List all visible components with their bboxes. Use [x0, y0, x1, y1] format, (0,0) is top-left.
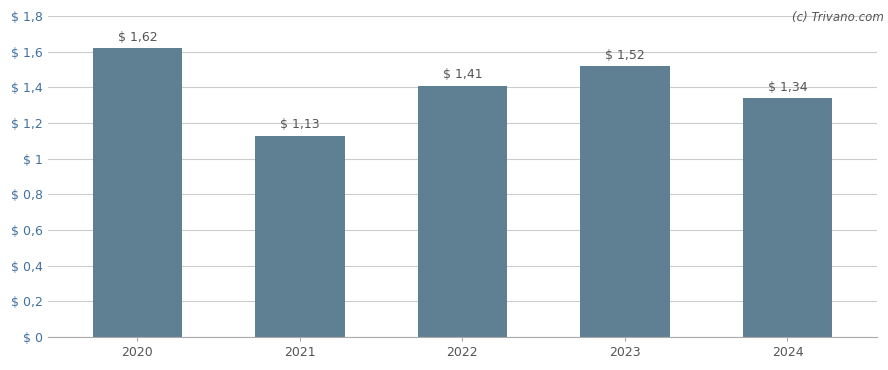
- Text: $ 1,34: $ 1,34: [768, 81, 807, 94]
- Text: $ 1,13: $ 1,13: [280, 118, 320, 131]
- Text: $ 1,52: $ 1,52: [605, 48, 645, 61]
- Bar: [255, 135, 345, 337]
- Text: $ 1,62: $ 1,62: [117, 31, 157, 44]
- Bar: [580, 66, 670, 337]
- Text: (c) Trivano.com: (c) Trivano.com: [792, 11, 884, 24]
- Bar: [742, 98, 832, 337]
- Bar: [92, 48, 182, 337]
- Bar: [417, 85, 507, 337]
- Text: $ 1,41: $ 1,41: [442, 68, 482, 81]
